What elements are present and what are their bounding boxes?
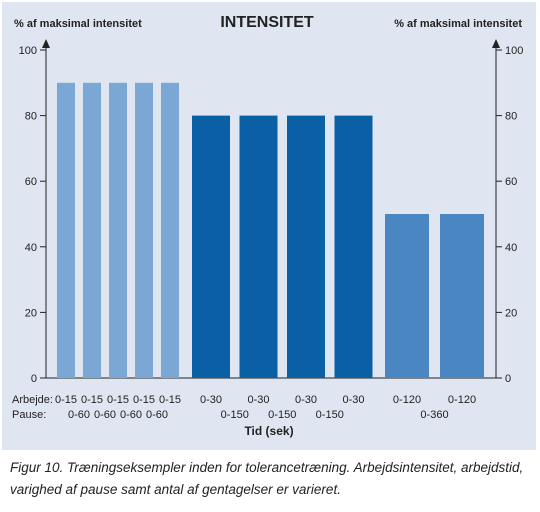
work-duration-label: 0-30 — [247, 394, 269, 406]
work-duration-label: 0-15 — [55, 394, 77, 406]
bar — [83, 82, 101, 379]
bar — [109, 82, 127, 379]
right-tick-label: 20 — [505, 307, 517, 319]
bar-chart: INTENSITET % af maksimal intensitet % af… — [12, 14, 523, 438]
work-duration-label: 0-15 — [81, 394, 103, 406]
work-duration-label: 0-30 — [200, 394, 222, 406]
right-tick-label: 0 — [505, 373, 511, 385]
pause-duration-label: 0-150 — [221, 409, 249, 421]
right-axis-arrow — [492, 39, 500, 48]
right-axis-label: % af maksimal intensitet — [394, 18, 522, 30]
bar — [57, 82, 75, 379]
left-axis-arrow — [42, 39, 50, 48]
left-axis-label: % af maksimal intensitet — [14, 18, 142, 30]
work-duration-label: 0-30 — [295, 394, 317, 406]
bar — [135, 82, 153, 379]
right-tick-label: 40 — [505, 242, 517, 254]
chart-panel: INTENSITET % af maksimal intensitet % af… — [2, 2, 536, 450]
pause-duration-label: 0-150 — [316, 409, 344, 421]
left-tick-label: 20 — [25, 307, 37, 319]
figure-caption: Figur 10. Træningseksempler inden for to… — [10, 460, 524, 497]
pause-duration-label: 0-60 — [146, 409, 168, 421]
left-tick-label: 100 — [19, 45, 37, 57]
pause-duration-label: 0-60 — [68, 409, 90, 421]
left-tick-label: 40 — [25, 242, 37, 254]
work-row-label: Arbejde: — [12, 394, 53, 406]
right-tick-label: 100 — [505, 45, 523, 57]
bar — [334, 115, 373, 378]
work-duration-label: 0-30 — [342, 394, 364, 406]
work-duration-label: 0-15 — [159, 394, 181, 406]
pause-duration-label: 0-60 — [94, 409, 116, 421]
left-tick-label: 80 — [25, 111, 37, 123]
bar — [440, 214, 484, 378]
bar — [385, 214, 429, 378]
pause-duration-label: 0-360 — [420, 409, 448, 421]
work-duration-label: 0-120 — [448, 394, 476, 406]
pause-duration-label: 0-150 — [268, 409, 296, 421]
work-duration-label: 0-15 — [133, 394, 155, 406]
left-tick-label: 60 — [25, 176, 37, 188]
pause-row-label: Pause: — [12, 409, 46, 421]
bar — [192, 115, 230, 378]
right-tick-label: 60 — [505, 176, 517, 188]
work-duration-label: 0-120 — [393, 394, 421, 406]
left-tick-label: 0 — [31, 373, 37, 385]
bar — [287, 115, 325, 378]
pause-duration-label: 0-60 — [120, 409, 142, 421]
bar — [161, 82, 179, 379]
right-tick-label: 80 — [505, 111, 517, 123]
x-axis-label: Tid (sek) — [244, 424, 293, 438]
chart-title: INTENSITET — [220, 14, 314, 31]
work-duration-label: 0-15 — [107, 394, 129, 406]
bar — [239, 115, 278, 378]
